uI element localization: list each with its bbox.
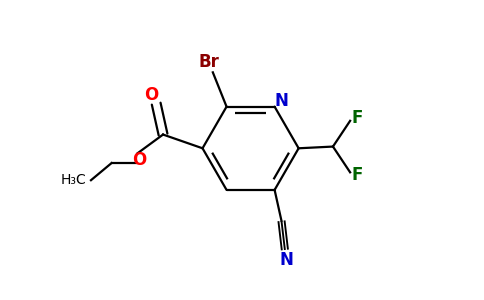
Text: N: N: [280, 250, 294, 268]
Text: H₃C: H₃C: [61, 173, 87, 187]
Text: O: O: [144, 86, 158, 104]
Text: Br: Br: [199, 53, 220, 71]
Text: N: N: [274, 92, 288, 110]
Text: F: F: [352, 166, 363, 184]
Text: F: F: [352, 109, 363, 127]
Text: O: O: [132, 151, 146, 169]
